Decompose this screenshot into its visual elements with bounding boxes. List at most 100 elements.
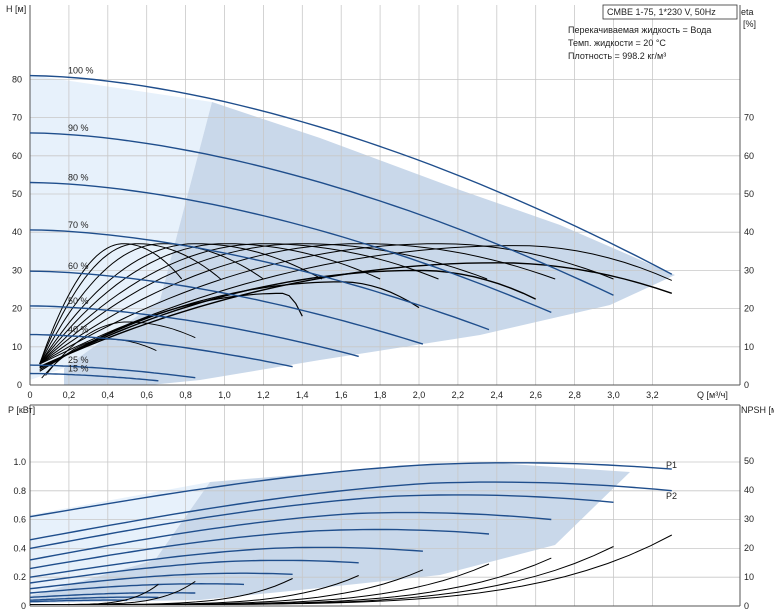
power-curve [29,572,293,590]
upper-xlabel: Q [м³/ч] [697,390,728,400]
upper-chart: 0 0,2 0,4 0,6 0,8 1,0 1,2 1,4 1,6 1,8 2,0 2,2 2,4 2,6… [6,4,756,400]
power-curve [29,494,614,550]
power-curve [29,596,159,601]
p1-label: P1 [666,460,677,470]
power-curve [29,592,196,599]
speed-percent-label: 100 % [68,66,94,76]
x-tick-label: 0,2 [63,390,76,400]
speed-percent-label: 60 % [68,261,89,271]
temp-info: Темп. жидкости = 20 °C [568,38,666,48]
eta-tick-label: 30 [744,265,754,275]
npsh-tick-label: 0 [744,601,749,611]
speed-curve [29,181,552,314]
x-tick-label: 1,0 [218,390,231,400]
x-tick-label: 1,2 [257,390,270,400]
power-curve [29,462,672,518]
npsh-tick-label: 20 [744,543,754,553]
x-tick-label: 3,2 [646,390,659,400]
speed-curve [29,372,159,382]
h-tick-label: 70 [12,113,22,123]
power-curve [29,481,672,541]
speed-percent-label: 80 % [68,173,89,183]
eta-tick-label: 70 [744,113,754,123]
speed-curve [29,270,424,345]
efficiency-curve [39,243,381,365]
efficiency-curve [39,243,221,364]
speed-percent-label: 25 % [68,355,89,365]
npsh-tick-label: 40 [744,485,754,495]
x-tick-label: 2,6 [529,390,542,400]
speed-percent-label: 90 % [68,123,89,133]
model-title: CMBE 1-75, 1*230 V, 50Hz [607,7,716,17]
density-info: Плотность = 998.2 кг/м³ [568,51,666,61]
efficiency-curve [39,243,556,365]
lower-y2label: NPSH [м] [741,405,774,415]
upper-ylabel: H [м] [6,4,26,14]
power-curve [29,599,128,603]
p-tick-label: 0.2 [13,572,26,582]
efficiency-curve [45,321,196,376]
h-tick-label: 50 [12,189,22,199]
x-tick-label: 2,8 [568,390,581,400]
speed-percent-label: 70 % [68,220,89,230]
x-tick-label: 0,8 [179,390,192,400]
speed-curve [30,333,293,368]
npsh-tick-label: 10 [744,572,754,582]
lower-ylabel: P [кВт] [8,405,35,415]
power-curve [29,528,490,570]
power-region [30,462,630,603]
eta-tick-label: 60 [744,151,754,161]
x-tick-label: 1,6 [335,390,348,400]
speed-curve [29,74,673,275]
liquid-info: Перекачиваемая жидкость = Вода [568,25,711,35]
eta-tick-label: 40 [744,227,754,237]
x-tick-label: 3,0 [607,390,620,400]
power-curve [29,546,423,578]
power-curve [29,582,245,594]
x-tick-label: 2,2 [452,390,465,400]
h-tick-label: 10 [12,342,22,352]
efficiency-curve [39,243,183,364]
efficiency-curve [39,243,439,365]
speed-percent-label: 15 % [68,364,89,374]
speed-curve [29,364,196,379]
p-tick-label: 0.4 [13,543,26,553]
power-curve [29,559,359,584]
x-tick-label: 0,6 [140,390,153,400]
h-tick-label: 20 [12,304,22,314]
npsh-curve [30,534,673,605]
x-tick-label: 0,4 [102,390,115,400]
efficiency-curve [39,262,673,368]
speed-percent-label: 40 % [68,325,89,335]
speed-percent-label: 50 % [68,296,89,306]
x-tick-label: 2,0 [413,390,426,400]
eta-unit: [%] [743,19,756,29]
speed-curve [29,229,490,331]
power-curve [29,511,552,561]
x-tick-label: 0 [27,390,32,400]
power-region-light [30,482,210,596]
x-tick-label: 1,4 [296,390,309,400]
h-tick-label: 0 [17,380,22,390]
h-tick-label: 30 [12,265,22,275]
speed-curve [29,132,614,296]
eta-tick-label: 10 [744,342,754,352]
p-tick-label: 0.8 [13,486,26,496]
h-tick-label: 40 [12,227,22,237]
eta-tick-label: 0 [744,380,749,390]
x-tick-label: 1,8 [374,390,387,400]
efficiency-curve [39,245,672,365]
p2-label: P2 [666,491,677,501]
efficiency-curve [39,243,264,365]
eta-label: eta [741,7,754,17]
npsh-tick-label: 30 [744,514,754,524]
eta-tick-label: 50 [744,189,754,199]
eta-tick-label: 20 [744,304,754,314]
x-tick-label: 2,4 [491,390,504,400]
p-tick-label: 0 [21,601,26,611]
lower-chart: 0 0.2 0.4 0.6 0.8 1.0 0 10 20 30 40 50 P [кВт] NPSH… [8,404,774,611]
p-tick-label: 0.6 [13,515,26,525]
p-tick-label: 1.0 [13,457,26,467]
model-box [602,4,738,20]
